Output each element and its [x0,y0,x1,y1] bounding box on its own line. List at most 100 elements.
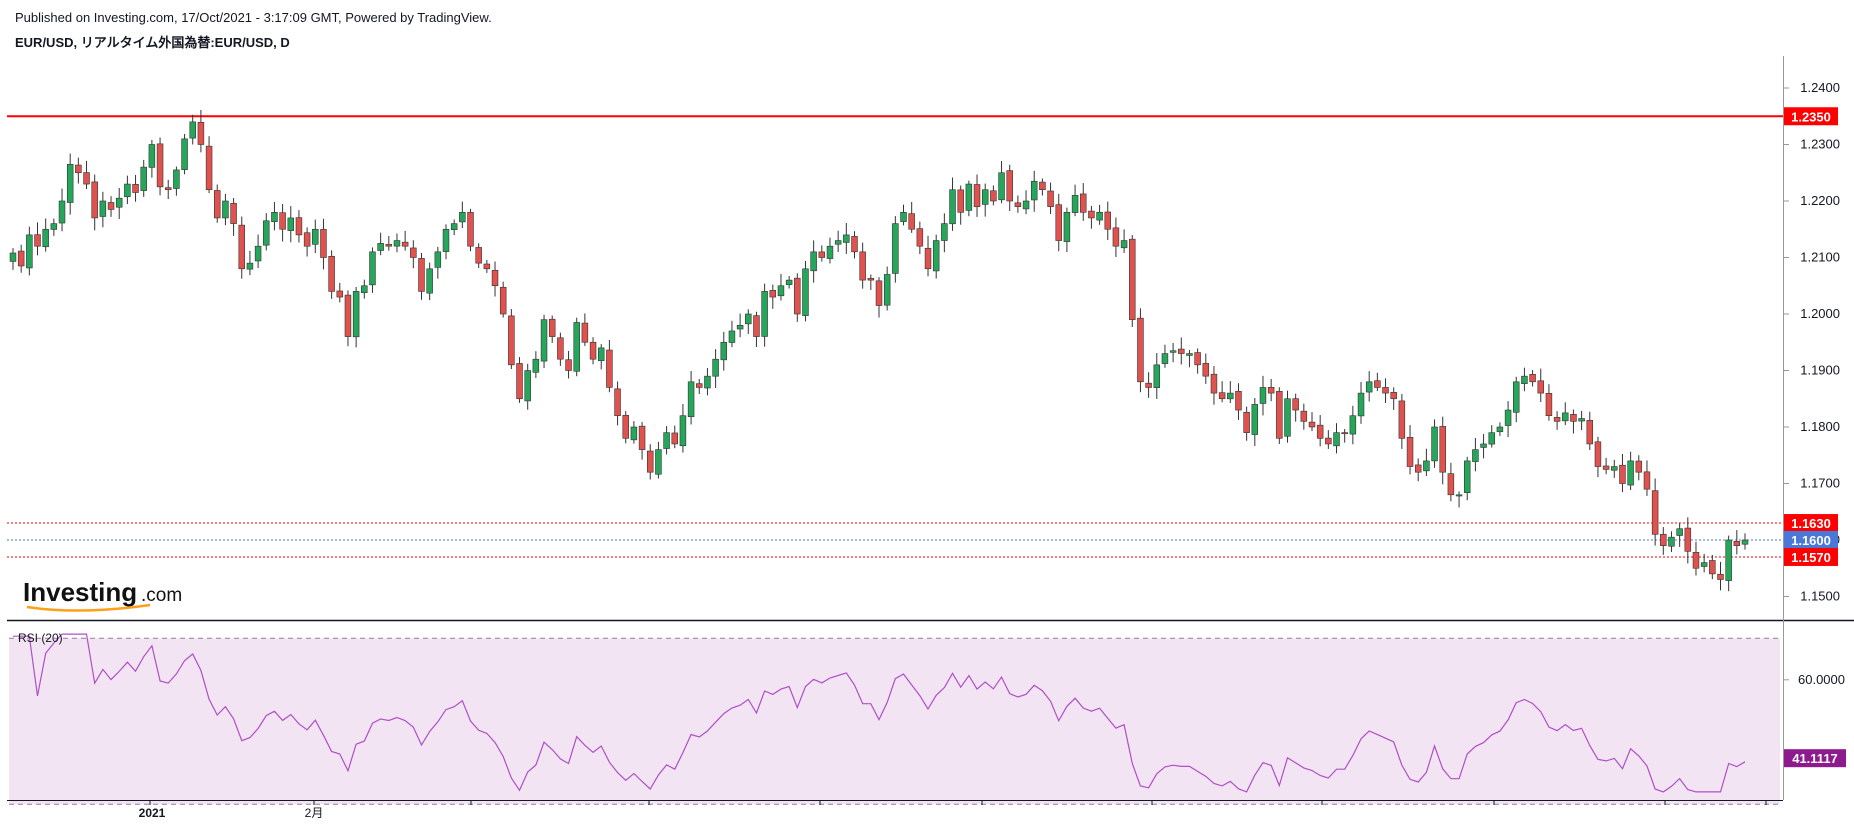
candle-body [1006,170,1013,202]
candle-body [1643,471,1651,490]
candle [1684,517,1692,564]
candle-body [1684,527,1692,552]
candle [91,174,98,231]
candle [614,381,621,426]
candle-body [181,138,188,170]
candle [1431,419,1438,468]
candle-body [140,166,147,191]
candle [736,313,744,338]
candle [655,441,662,479]
candle [312,219,319,254]
candle-body [475,247,482,264]
candle-body [647,450,654,473]
candle [1047,182,1054,214]
candle [573,317,580,377]
candle [1398,394,1406,449]
candle-body [606,349,613,388]
candle [205,136,213,194]
candle [769,284,777,309]
candle-body [957,189,964,213]
candle [1325,430,1332,449]
candle-body [1578,418,1585,422]
candle [1357,381,1365,424]
candle-body [998,172,1005,201]
price-tick-label: 1.1500 [1800,589,1840,604]
candle-body [1194,352,1201,366]
candle [1284,390,1291,443]
candle [197,109,205,153]
candle-body [83,172,90,185]
candle-body [410,247,417,258]
candle-body [1725,539,1732,581]
price-badges: 1.2350 1.1630 1.1600 1.1570 [1784,107,1838,566]
candle-body [50,223,58,230]
candle-body [761,291,768,337]
candle [1292,393,1299,422]
candle [1733,530,1741,555]
candle-body [622,414,629,439]
candle-body [459,212,466,223]
candle-body [393,240,401,247]
candle-body [679,415,687,447]
last-price-badge-bg [1784,531,1838,549]
candle [1259,375,1267,416]
candle [442,224,450,260]
candle-body [834,240,842,245]
candle-body [1292,398,1299,411]
candle-body [1333,432,1340,447]
price-tick-label: 1.2200 [1800,193,1840,208]
candle-body [1513,381,1520,413]
candle-body [1210,373,1218,394]
candle-body [1251,404,1259,435]
candle-body [1717,573,1724,580]
candle-body [736,324,744,330]
candle [1562,402,1569,426]
candle-body [1104,211,1111,230]
candle [1300,403,1308,430]
candle-body [932,240,940,272]
candle [1627,451,1634,491]
candle [1218,381,1226,403]
candle [287,206,295,243]
candle-body [1276,391,1283,439]
logo-swoosh-icon [26,603,151,612]
candle [1423,448,1430,476]
candle-body [687,381,695,418]
candle-body [1472,449,1479,462]
candle [941,213,948,253]
candle-body [614,388,621,416]
candle-body [1145,382,1152,388]
candle-body [728,330,736,343]
candle-body [1382,387,1389,394]
candle [34,222,41,256]
candle-body [1316,424,1324,439]
candle-body [851,236,858,253]
candle-body [1651,490,1659,535]
price-pane[interactable] [7,50,1783,620]
candle [1227,381,1234,403]
candle [720,331,728,371]
candle [900,204,907,226]
candle-body [1504,409,1512,426]
candle [1472,438,1479,472]
candle-body [483,263,491,270]
range-upper-badge: 1.1630 [1791,516,1831,531]
candle [230,198,237,236]
candle-body [401,241,409,247]
candle [1488,425,1495,448]
candle [115,187,123,220]
candle-body [1267,387,1275,394]
candle-body [263,220,270,246]
candle-body [1227,392,1234,400]
candle [26,226,33,276]
candle-body [1431,426,1438,462]
candle-body [254,245,262,262]
candle [1480,434,1487,459]
candle-body [589,341,597,360]
candle [222,193,229,226]
candle [246,250,254,276]
candle-body [385,244,393,247]
candle-body [908,213,915,230]
candle [973,174,981,217]
